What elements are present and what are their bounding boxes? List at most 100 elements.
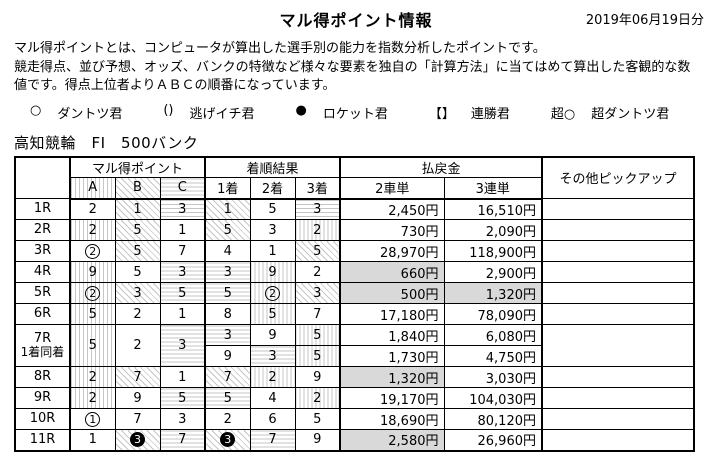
legend-item: () 逃げイチ君 [163, 103, 254, 122]
trifecta-payout-cell: 26,960円 [443, 429, 543, 451]
race-cell: 3R [14, 240, 71, 262]
pickup-header: その他ピックアップ [541, 156, 695, 199]
point-cell-a: 5 [69, 303, 116, 325]
legend-item: ○ ダントツ君 [30, 103, 122, 122]
exacta-payout-cell: 660円 [339, 261, 445, 283]
points-group-header: マル得ポイント [69, 156, 206, 178]
venue-heading: 高知競輪 FI 500バンク [14, 133, 199, 152]
race-label: 10R [29, 411, 56, 426]
race-cell: 9R [14, 387, 71, 409]
race-row: 4R 9 5 3 3 9 2 660円 2,900円 [14, 261, 695, 283]
trifecta-payout-cell: 1,320円 [443, 282, 543, 304]
result-cell-2nd: 9 [249, 261, 296, 283]
race-row: 9R 2 9 5 5 4 2 19,170円 104,030円 [14, 387, 695, 409]
result-cell-3rd: 2 [294, 261, 341, 283]
trifecta-payout-cell: 80,120円 [443, 408, 543, 430]
race-label: 9R [33, 390, 52, 405]
point-cell-c: 5 [159, 387, 206, 409]
race-cell: 4R [14, 261, 71, 283]
point-cell-a: 1 [69, 429, 116, 451]
trifecta-payout-cell: 2,090円 [443, 219, 543, 241]
point-cell-a: 2 [69, 366, 116, 388]
result-cell-2nd: 3 [249, 219, 296, 241]
pickup-cell [541, 408, 695, 430]
point-cell-a: 1 [69, 408, 116, 430]
point-cell-c: 1 [159, 219, 206, 241]
race-cell: 7R 1着同着 [14, 324, 71, 367]
point-cell-c: 1 [159, 303, 206, 325]
description-line-1: マル得ポイントとは、コンピュータが算出した選手別の能力を指数分析したポイントです… [14, 41, 546, 56]
points-table: マル得ポイント 着順結果 払戻金 その他ピックアップ A B C 1着 2着 3… [14, 155, 695, 452]
race-row: 5R 2 3 5 5 2 3 500円 1,320円 [14, 282, 695, 304]
result-cell-2nd: 6 [249, 408, 296, 430]
point-cell-a: 2 [69, 387, 116, 409]
legend-symbol-icon: () [163, 102, 174, 118]
result-cell-1st: 3 [204, 324, 251, 346]
legend-item: 超○ 超ダントツ君 [551, 103, 669, 122]
result-cell-2nd: 4 [249, 387, 296, 409]
point-cell-b: 7 [114, 366, 161, 388]
exacta-payout-cell: 500円 [339, 282, 445, 304]
legend-symbol-icon: 【】 [428, 106, 455, 122]
result-cell-2nd: 9 [249, 324, 296, 346]
page-title: マル得ポイント情報 [279, 11, 433, 30]
trifecta-payout-cell: 78,090円 [443, 303, 543, 325]
col-header-c: C [159, 177, 206, 200]
dantotsu-mark-icon: 2 [85, 285, 101, 301]
point-cell-b: 5 [114, 261, 161, 283]
result-cell-3rd: 5 [294, 240, 341, 262]
race-row: 3R 2 5 7 4 1 5 28,970円 118,900円 [14, 240, 695, 262]
legend-label: 逃げイチ君 [189, 106, 255, 122]
legend-label: 連勝君 [470, 106, 510, 122]
result-cell-1st: 1 [204, 198, 251, 220]
payout-group-header: 払戻金 [339, 156, 543, 178]
sub-header-row: A B C 1着 2着 3着 2車単 3連単 [15, 177, 694, 200]
point-cell-a: 2 [69, 198, 116, 220]
result-cell-1st: 7 [204, 366, 251, 388]
race-row: 6R 5 2 1 8 5 7 17,180円 78,090円 [14, 303, 695, 325]
point-cell-b: 2 [114, 303, 161, 325]
point-cell-c: 3 [159, 408, 206, 430]
dantotsu-mark-icon: 1 [85, 411, 101, 427]
result-cell-2nd: 2 [249, 282, 296, 304]
result-cell-3rd: 3 [294, 198, 341, 220]
exacta-payout-cell: 730円 [339, 219, 445, 241]
pickup-cell [541, 240, 695, 262]
race-label: 1R [33, 201, 52, 216]
point-cell-c: 3 [159, 261, 206, 283]
exacta-payout-cell: 1,840円 [339, 324, 445, 346]
result-cell-1st: 5 [204, 219, 251, 241]
result-cell-2nd: 3 [249, 345, 296, 367]
result-group-header: 着順結果 [204, 156, 341, 178]
exacta-payout-cell: 18,690円 [339, 408, 445, 430]
race-row: 8R 2 7 1 7 2 9 1,320円 3,030円 [14, 366, 695, 388]
pickup-cell [541, 198, 695, 220]
col-header-2nd: 2着 [249, 177, 296, 200]
race-cell: 11R [14, 429, 71, 451]
result-cell-3rd: 5 [294, 324, 341, 346]
trifecta-payout-cell: 16,510円 [443, 198, 543, 220]
trifecta-payout-cell: 118,900円 [443, 240, 543, 262]
point-cell-b: 3 [114, 282, 161, 304]
race-row: 10R 1 7 3 2 6 5 18,690円 80,120円 [14, 408, 695, 430]
race-cell: 5R [14, 282, 71, 304]
exacta-payout-cell: 19,170円 [339, 387, 445, 409]
pickup-cell [541, 366, 695, 388]
race-cell: 6R [14, 303, 71, 325]
result-cell-3rd: 5 [294, 345, 341, 367]
legend-label: 超ダントツ君 [591, 106, 670, 122]
point-cell-c: 3 [159, 324, 206, 367]
legend-item: 【】 連勝君 [429, 103, 510, 122]
dantotsu-mark-icon: 2 [265, 285, 280, 301]
legend-label: ダントツ君 [57, 106, 123, 122]
pickup-cell [541, 387, 695, 409]
group-header-row: マル得ポイント 着順結果 払戻金 その他ピックアップ [14, 156, 695, 199]
col-header-exacta: 2車単 [339, 177, 445, 200]
point-cell-c: 5 [159, 282, 206, 304]
pickup-cell [541, 261, 695, 283]
result-cell-1st: 8 [204, 303, 251, 325]
rocket-mark-icon: 3 [220, 432, 236, 448]
result-cell-2nd: 7 [249, 429, 296, 451]
result-cell-1st: 3 [204, 261, 251, 283]
description-line-2: 競走得点、並び予想、オッズ、バンクの特徴など様々な要素を独自の「計算方法」に当て… [14, 59, 691, 94]
